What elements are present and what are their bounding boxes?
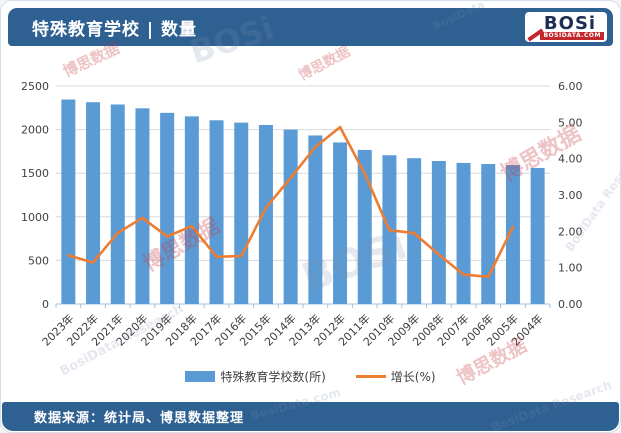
logo-wordmark: BOSi xyxy=(543,13,597,34)
bar-2005年 xyxy=(505,165,520,304)
y-axis-right-tick: 2.00 xyxy=(558,225,583,238)
bar-2006年 xyxy=(481,164,496,304)
data-source-text: 数据来源：统计局、博思数据整理 xyxy=(34,411,245,426)
bosi-logo: BOSi BOSIDATA.COM xyxy=(525,12,607,42)
bar-2021年 xyxy=(110,104,125,305)
legend-label-schools: 特殊教育学校数(所) xyxy=(220,370,326,384)
bar-2022年 xyxy=(86,102,101,304)
bar-2007年 xyxy=(456,162,471,304)
footer-bar: 数据来源：统计局、博思数据整理 xyxy=(2,402,619,431)
bar-2009年 xyxy=(407,158,422,304)
bar-2019年 xyxy=(160,112,175,304)
bar-2008年 xyxy=(431,160,446,304)
y-axis-right-tick: 3.00 xyxy=(558,189,583,202)
logo-domain-label: BOSIDATA.COM xyxy=(540,32,604,40)
legend-item-growth: 增长(%) xyxy=(355,368,436,385)
y-axis-left-tick: 2000 xyxy=(21,124,49,137)
bar-2011年 xyxy=(357,149,372,304)
legend-bar-swatch-icon xyxy=(185,371,216,382)
y-axis-left-tick: 2500 xyxy=(21,80,49,93)
bar-2017年 xyxy=(209,120,224,305)
legend-line-swatch-icon xyxy=(355,375,386,378)
y-axis-right-tick: 0.00 xyxy=(558,298,583,311)
y-axis-right-tick: 1.00 xyxy=(558,262,583,275)
bar-2016年 xyxy=(234,122,249,305)
page-title: 特殊教育学校 | 数量 xyxy=(32,19,198,40)
growth-line xyxy=(67,125,515,279)
y-axis-right-tick: 6.00 xyxy=(558,80,583,93)
bar-2013年 xyxy=(308,135,323,304)
legend-label-growth: 增长(%) xyxy=(390,370,436,384)
legend-item-schools: 特殊教育学校数(所) xyxy=(185,368,326,385)
bar-2020年 xyxy=(135,108,150,304)
bar-2012年 xyxy=(333,142,348,304)
y-axis-left-tick: 500 xyxy=(28,254,49,267)
bar-2018年 xyxy=(184,116,199,304)
chart-legend: 特殊教育学校数(所) 增长(%) xyxy=(1,368,620,385)
header-bar: 特殊教育学校 | 数量 BOSi BOSIDATA.COM xyxy=(8,8,613,46)
bar-2023年 xyxy=(61,99,76,305)
y-axis-left-tick: 0 xyxy=(42,298,49,311)
bar-2014年 xyxy=(283,129,298,304)
bar-2004年 xyxy=(530,167,545,304)
y-axis-left-tick: 1500 xyxy=(21,167,49,180)
y-axis-right-tick: 4.00 xyxy=(558,153,583,166)
y-axis-left-tick: 1000 xyxy=(21,211,49,224)
bar-2015年 xyxy=(258,124,273,305)
y-axis-right-tick: 5.00 xyxy=(558,116,583,129)
